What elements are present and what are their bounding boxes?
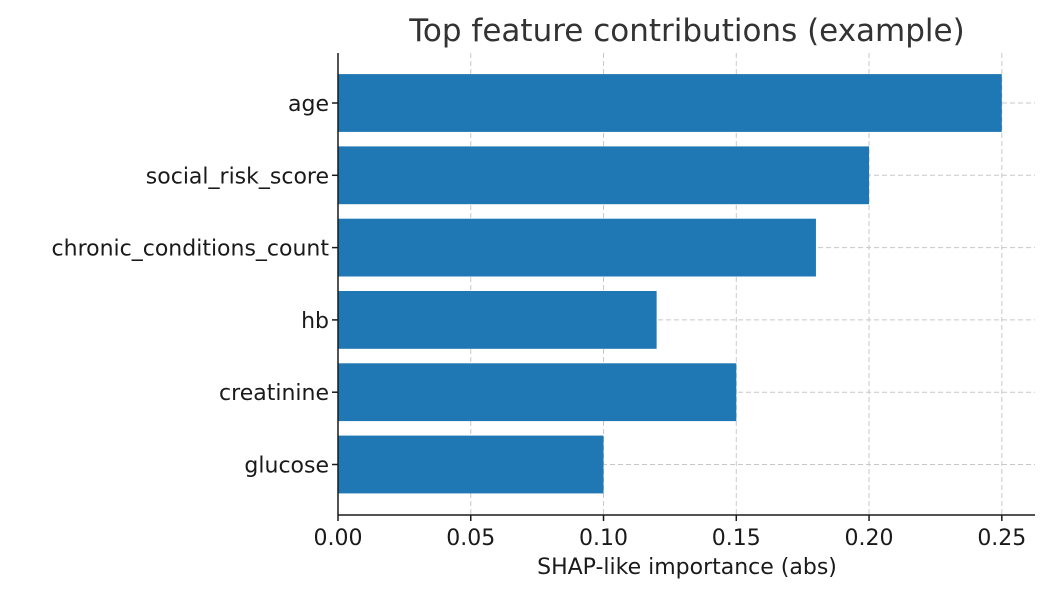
- bar-age: [338, 74, 1002, 132]
- ticks-layer: 0.00 0.05 0.10 0.15 0.20 0.25 age social_risk_s…: [52, 92, 1027, 551]
- bar-creatinine: [338, 363, 737, 422]
- x-tick-label: 0.10: [579, 526, 628, 551]
- chart-title: Top feature contributions (example): [408, 13, 964, 49]
- x-tick-label: 0.00: [314, 526, 363, 551]
- bar-chronic-conditions-count: [338, 218, 816, 277]
- x-tick-label: 0.15: [712, 526, 761, 551]
- y-tick-label: creatinine: [219, 381, 329, 406]
- bar-hb: [338, 291, 657, 349]
- x-tick-label: 0.25: [977, 526, 1026, 551]
- bar-social-risk-score: [338, 146, 870, 205]
- bars-layer: [338, 74, 1002, 494]
- y-tick-label: social_risk_score: [146, 164, 329, 189]
- bar-glucose: [338, 435, 604, 494]
- y-tick-label: age: [288, 92, 329, 117]
- y-tick-label: chronic_conditions_count: [52, 237, 330, 262]
- x-tick-label: 0.20: [845, 526, 894, 551]
- y-tick-label: glucose: [244, 454, 329, 479]
- axes-layer: [337, 53, 1035, 516]
- y-tick-label: hb: [301, 309, 329, 334]
- x-tick-label: 0.05: [446, 526, 495, 551]
- x-axis-label: SHAP-like importance (abs): [537, 555, 837, 580]
